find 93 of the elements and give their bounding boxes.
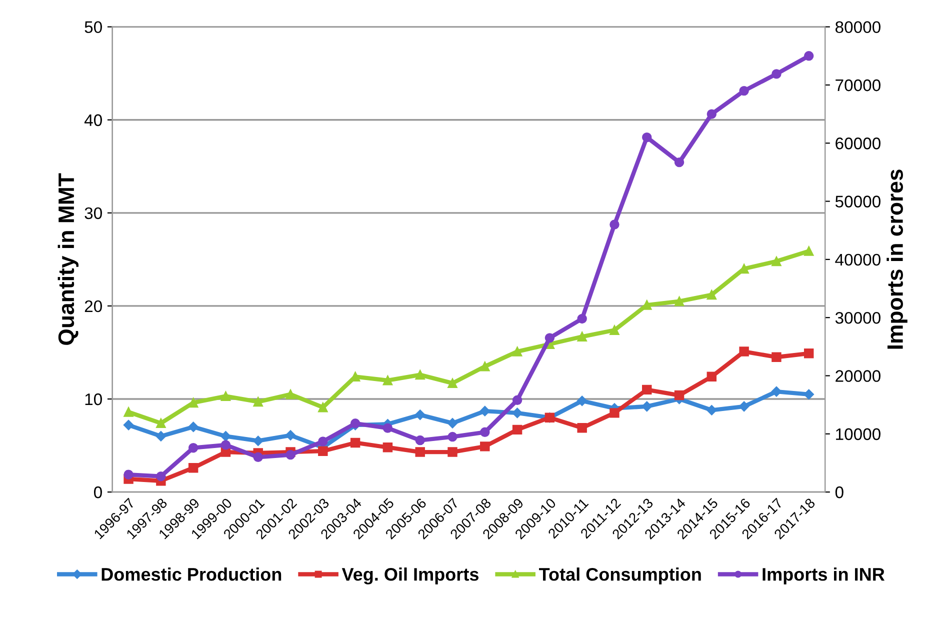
point: [577, 332, 587, 342]
point: [123, 420, 134, 430]
point: [415, 370, 425, 380]
point: [382, 423, 393, 433]
y2-tick-label: 10000: [836, 428, 880, 440]
y2-tick-label: 60000: [836, 138, 880, 150]
legend-label: Imports in INR: [762, 568, 885, 584]
point: [706, 290, 717, 300]
point: [220, 440, 231, 450]
point: [414, 410, 426, 420]
point: [480, 427, 490, 437]
point: [772, 69, 782, 79]
point: [642, 300, 652, 310]
point: [512, 424, 522, 435]
point: [253, 452, 263, 462]
point: [610, 220, 620, 230]
point: [285, 430, 296, 440]
point: [188, 422, 198, 432]
y-tick-label: 30: [84, 207, 102, 220]
point: [480, 442, 490, 452]
y2-tick-label: 30000: [835, 312, 880, 324]
y-tick-label: 20: [84, 300, 102, 312]
point: [415, 447, 425, 457]
point: [253, 396, 263, 407]
point: [318, 402, 328, 412]
point: [448, 378, 458, 388]
legend-label: Veg. Oil Imports: [342, 568, 478, 584]
point: [706, 109, 717, 119]
point: [706, 372, 717, 382]
point: [188, 442, 198, 453]
point: [220, 431, 231, 442]
point: [156, 431, 166, 442]
legend-label: Total Consumption: [539, 568, 701, 584]
point: [674, 296, 684, 306]
point: [642, 132, 652, 142]
point: [480, 362, 490, 372]
point: [804, 348, 814, 358]
y2-axis-title: Imports in crores: [886, 170, 908, 349]
point: [318, 446, 328, 456]
point: [156, 418, 166, 428]
point: [350, 438, 360, 448]
point: [382, 442, 393, 452]
point: [706, 405, 717, 416]
point: [739, 86, 749, 96]
point: [577, 314, 587, 324]
y2-tick-label: 40000: [835, 254, 880, 266]
point: [415, 435, 425, 446]
point: [124, 407, 134, 417]
point: [804, 389, 814, 400]
point: [188, 462, 198, 473]
legend-label: Domestic Production: [102, 568, 282, 581]
point: [512, 408, 522, 418]
y2-tick-label: 20000: [836, 370, 880, 382]
point: [804, 51, 814, 61]
y2-tick-label: 70000: [836, 79, 880, 92]
point: [610, 325, 620, 336]
point: [286, 450, 296, 460]
y-tick-label: 10: [85, 393, 102, 406]
point: [220, 391, 231, 402]
point: [156, 471, 166, 482]
y-tick-label: 50: [84, 21, 102, 34]
point: [772, 256, 782, 266]
y2-tick-label: 80000: [836, 21, 880, 34]
y-tick-label: 0: [94, 486, 102, 498]
point: [739, 346, 749, 356]
point: [448, 447, 458, 457]
y2-tick-label: 0: [835, 486, 844, 498]
point: [610, 408, 620, 418]
point: [124, 470, 134, 480]
y2-tick-label: 50000: [835, 196, 880, 208]
point: [544, 333, 555, 343]
point: [771, 386, 782, 397]
point: [382, 376, 393, 386]
point: [512, 395, 522, 406]
point: [576, 396, 588, 406]
point: [674, 390, 684, 400]
y-axis-title: Quantity in MMT: [58, 173, 79, 345]
point: [512, 346, 522, 356]
point: [188, 398, 198, 408]
point: [480, 406, 490, 416]
point: [286, 389, 296, 400]
point: [642, 384, 652, 395]
point: [738, 401, 750, 412]
point: [804, 246, 814, 256]
point: [577, 422, 587, 433]
point: [253, 436, 264, 446]
point: [447, 418, 458, 428]
point: [448, 432, 458, 442]
point: [318, 436, 328, 446]
point: [674, 157, 684, 168]
point: [772, 352, 782, 362]
point: [642, 401, 652, 412]
y-tick-label: 40: [84, 114, 102, 126]
